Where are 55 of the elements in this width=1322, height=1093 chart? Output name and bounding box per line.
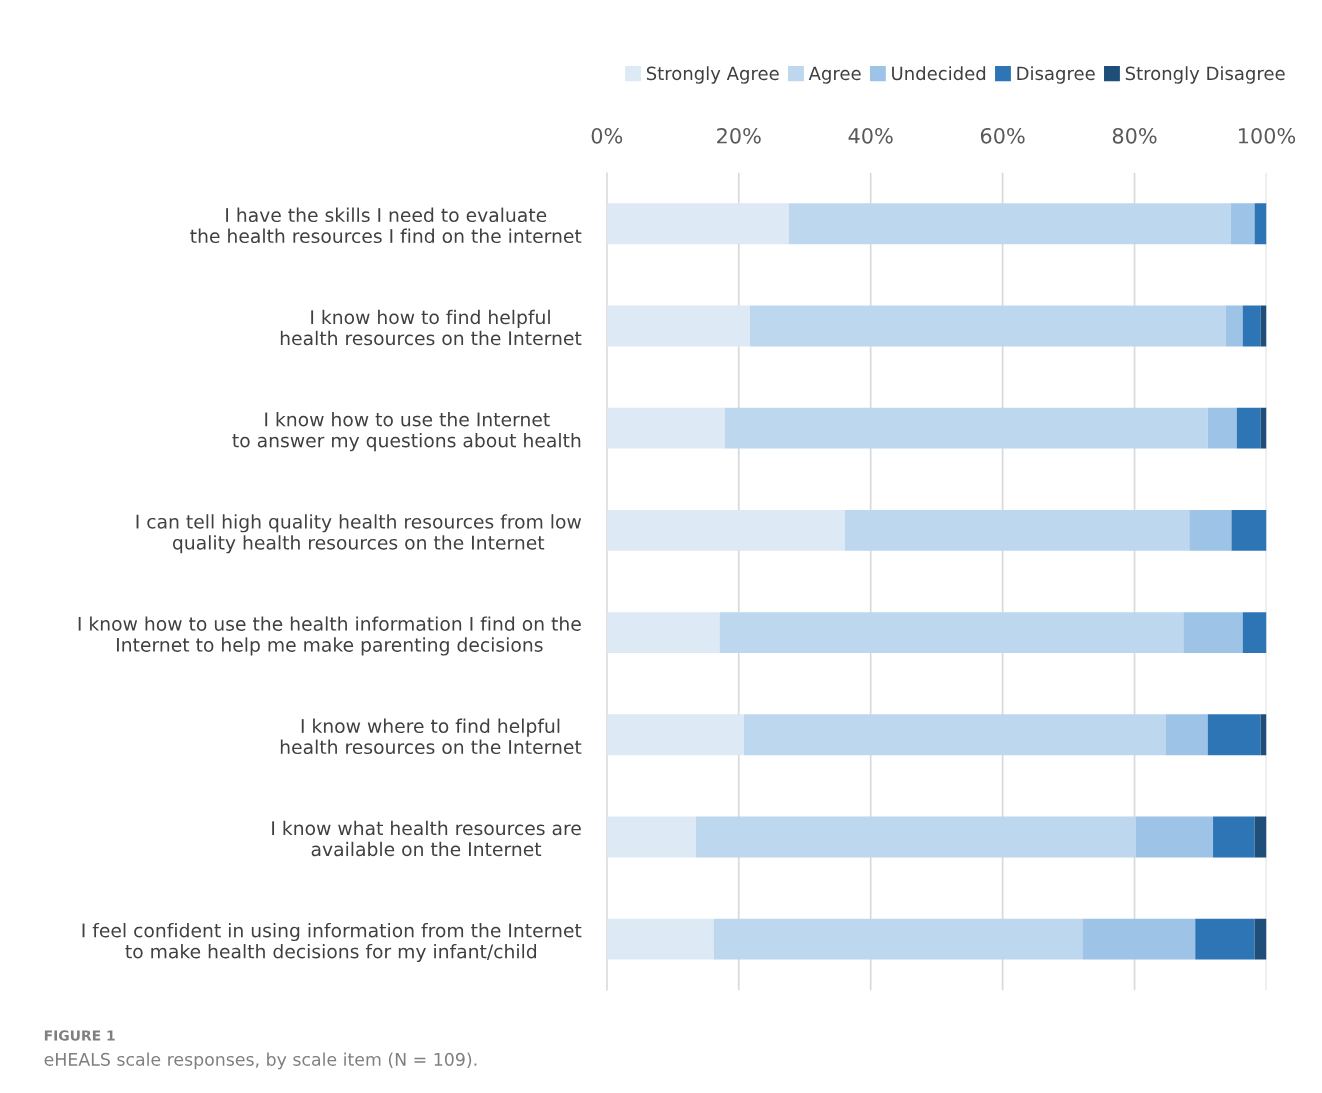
bar — [606, 918, 714, 960]
x-tick-label: 80% — [1112, 127, 1157, 144]
bar — [606, 203, 789, 245]
bar — [1207, 714, 1261, 756]
y-tick-label: I can tell high quality health resources from low quality health resources on the Internet — [136, 514, 582, 554]
y-tick-label: I know how to use the Internet to answer my questions about health — [232, 411, 581, 452]
x-tick-label: 40% — [848, 127, 893, 144]
bar — [1254, 918, 1267, 960]
y-tick-label: I know what health resources are available on the Internet — [272, 820, 581, 857]
bar — [844, 509, 1190, 551]
bar — [606, 816, 696, 858]
bar — [606, 612, 720, 654]
x-tick-label: 60% — [980, 127, 1025, 144]
bar — [1242, 612, 1267, 654]
bar — [1207, 407, 1237, 449]
y-tick-label: I know where to find helpful health resources on the Internet — [280, 718, 582, 755]
text: eHEALS scale responses, by scale item (N = 109). — [44, 1052, 477, 1070]
bar — [1213, 816, 1255, 858]
bar — [1135, 816, 1214, 858]
bar — [695, 816, 1136, 858]
bar — [606, 509, 845, 551]
bar — [713, 918, 1083, 960]
y-tick-label: I have the skills I need to evaluate the health resources I find on the internet — [190, 207, 582, 244]
bar — [1189, 509, 1232, 551]
bar — [606, 305, 750, 347]
bar — [1254, 203, 1267, 245]
bar — [1231, 509, 1267, 551]
y-tick-label: I feel confident in using information from the Internet to make health decisions for my infant/child — [82, 922, 582, 963]
x-tick-label: 20% — [717, 127, 761, 144]
bar — [749, 305, 1226, 347]
legend-label: Strongly Disagree — [1125, 66, 1285, 84]
bar — [724, 407, 1208, 449]
y-tick-label: I know how to use the health information I find on the Internet to help me make parenting decisions — [78, 616, 581, 656]
bar — [1236, 407, 1261, 449]
bar — [788, 203, 1231, 245]
x-tick-label: 0% — [591, 127, 623, 144]
bar — [1183, 612, 1243, 654]
caption: FIGURE 1 — [44, 1030, 115, 1041]
bar — [744, 714, 1166, 756]
bar — [1165, 714, 1208, 756]
legend-label: Disagree — [1017, 66, 1095, 84]
bar — [1242, 305, 1261, 347]
legend-label: Agree — [808, 66, 861, 84]
bar — [1225, 305, 1243, 347]
bar — [719, 612, 1184, 654]
bar — [1195, 918, 1255, 960]
bar — [606, 407, 725, 449]
bar — [1254, 816, 1267, 858]
legend-label: Strongly Agree — [646, 66, 779, 84]
y-tick-label: I know how to find helpful health resources on the Internet — [280, 309, 582, 346]
x-tick-label: 100% — [1238, 127, 1296, 144]
bar — [1082, 918, 1196, 960]
bar — [606, 714, 745, 756]
legend-label: Undecided — [892, 66, 986, 81]
bar — [1230, 203, 1255, 245]
